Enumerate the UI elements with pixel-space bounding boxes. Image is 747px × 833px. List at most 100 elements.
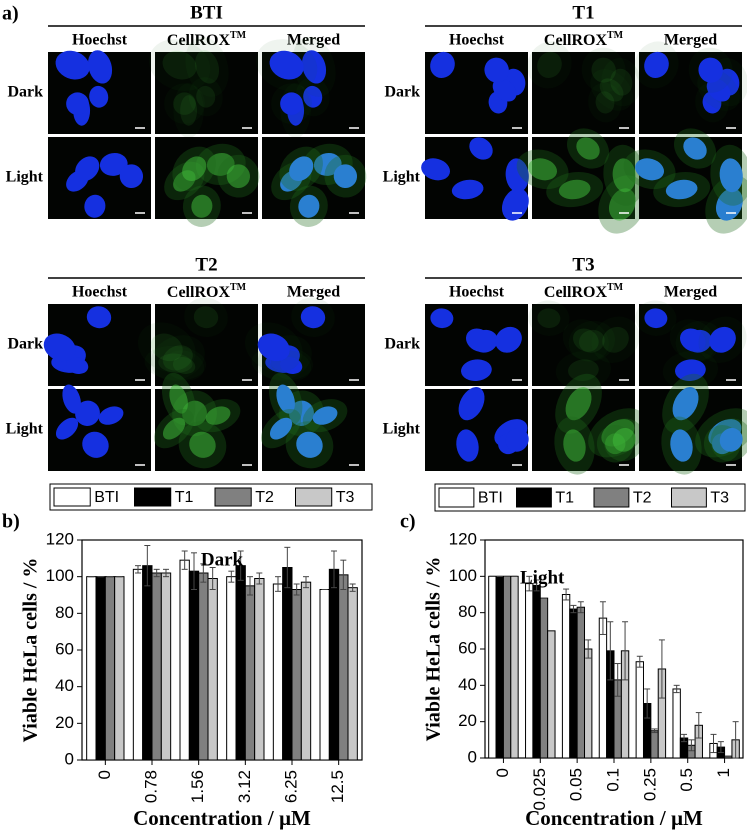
nucleus-stain [565,387,592,421]
cytoplasm [581,47,626,93]
nucleus [62,384,81,414]
error-bar [695,712,702,739]
legend-label: T3 [336,489,355,506]
legend-swatch [295,487,333,507]
bar [561,594,571,759]
error-bar [526,575,533,592]
nucleus [683,137,707,160]
x-tick-label: 0.1 [603,768,622,792]
bar [576,606,586,759]
nucleus [644,51,669,79]
micrograph [148,36,258,138]
nucleus [698,57,723,83]
row-label: Dark [7,84,43,101]
y-tick-label: 100 [46,566,74,585]
bar [114,576,125,761]
error-bar [237,550,244,581]
error-bar [577,601,584,614]
bar [207,578,218,761]
nucleus-stain [537,51,562,79]
x-tick-label: 12.5 [328,770,347,803]
micrograph [48,384,151,471]
column-header: Merged [664,284,717,301]
error-bar [247,576,253,596]
nucleus [719,158,743,193]
nucleus [279,357,303,374]
nucleus-stain [189,431,216,458]
cytoplasm [527,41,572,89]
error-bar [200,563,207,583]
header-sup: TM [230,30,247,41]
panel-title: BTI [190,2,223,23]
y-tick-label: 20 [55,713,74,732]
bar [244,585,256,761]
error-bar [622,621,629,681]
error-bar [284,546,291,589]
error-bar [717,741,724,754]
bar [650,730,659,759]
nucleus [66,92,89,115]
error-bar [135,565,141,574]
nucleus-stain [226,164,251,189]
micrograph [528,300,640,390]
nucleus [289,156,314,181]
bar [188,570,200,761]
legend-swatch [671,487,707,508]
error-bar [303,576,309,589]
nucleus [75,400,100,426]
micrograph [532,373,648,475]
bar [328,568,340,761]
cytoplasm [588,82,622,123]
x-tick-label: 0 [95,770,114,779]
nucleus-stain [182,156,207,181]
nucleus-stain [158,353,193,373]
column-header: Merged [664,32,717,49]
x-tick-label: 0.05 [567,768,586,801]
column-header: CellROXTM [544,282,624,300]
nucleus-stain [591,57,616,83]
micrograph [425,51,528,134]
error-bar [585,639,592,659]
nucleus [670,429,693,462]
y-tick-label: 120 [449,529,477,548]
error-bar [563,588,570,601]
header-sup: TM [607,282,624,293]
legend-swatch [134,487,172,507]
nucleus [679,328,706,352]
error-bar [191,552,197,590]
nucleus [430,308,454,329]
nucleus-stain [612,158,636,193]
bar [547,630,556,759]
x-tick-label: 3.12 [235,770,254,803]
bar [198,572,209,761]
nucleus-stain [173,92,196,115]
error-bar [181,550,188,570]
bar [319,589,330,761]
nucleus [333,164,358,189]
nucleus [269,417,293,440]
nucleus [451,179,484,200]
bar [226,576,237,761]
nucleus-stain [169,384,188,414]
nucleus [469,137,493,160]
cytoplasm [188,77,223,117]
bar [254,578,265,761]
nucleus [269,50,304,80]
panel-label: b) [2,511,20,533]
x-axis-label: Concentration / µM [525,806,703,830]
cytoplasm [164,83,205,124]
nucleus [421,158,450,181]
row-label: Light [6,169,44,186]
nucleus [99,152,128,176]
image-background [155,304,258,386]
error-bar [340,559,347,590]
x-tick-label: 0 [493,768,512,777]
nucleus [87,50,113,84]
nucleus [492,78,517,102]
cytoplasm [148,39,211,91]
header-sup: TM [607,30,624,41]
x-tick-label: 0.5 [677,768,696,792]
nucleus-stain [196,85,216,108]
bar [104,576,116,761]
